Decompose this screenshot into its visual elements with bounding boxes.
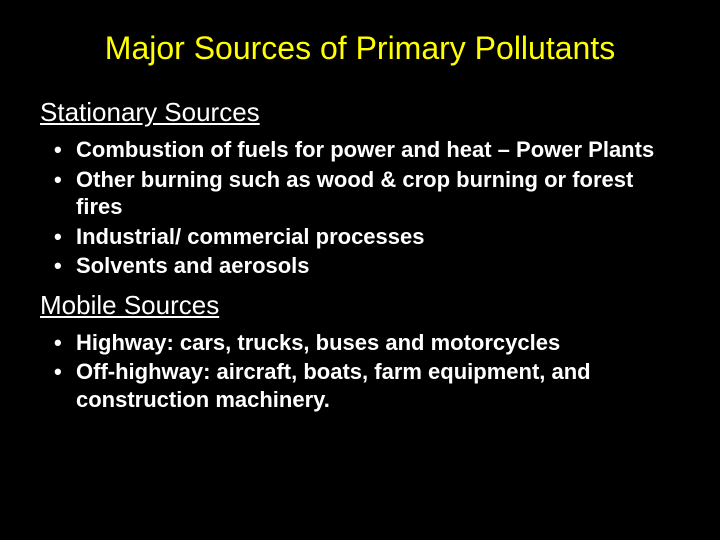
list-item: Highway: cars, trucks, buses and motorcy… (40, 329, 680, 357)
list-item: Off-highway: aircraft, boats, farm equip… (40, 358, 680, 413)
list-item: Industrial/ commercial processes (40, 223, 680, 251)
slide-title: Major Sources of Primary Pollutants (40, 30, 680, 67)
section-header-stationary: Stationary Sources (40, 97, 680, 128)
bullet-list-mobile: Highway: cars, trucks, buses and motorcy… (40, 329, 680, 414)
section-header-mobile: Mobile Sources (40, 290, 680, 321)
bullet-list-stationary: Combustion of fuels for power and heat –… (40, 136, 680, 280)
list-item: Other burning such as wood & crop burnin… (40, 166, 680, 221)
slide: Major Sources of Primary Pollutants Stat… (0, 0, 720, 540)
list-item: Solvents and aerosols (40, 252, 680, 280)
list-item: Combustion of fuels for power and heat –… (40, 136, 680, 164)
